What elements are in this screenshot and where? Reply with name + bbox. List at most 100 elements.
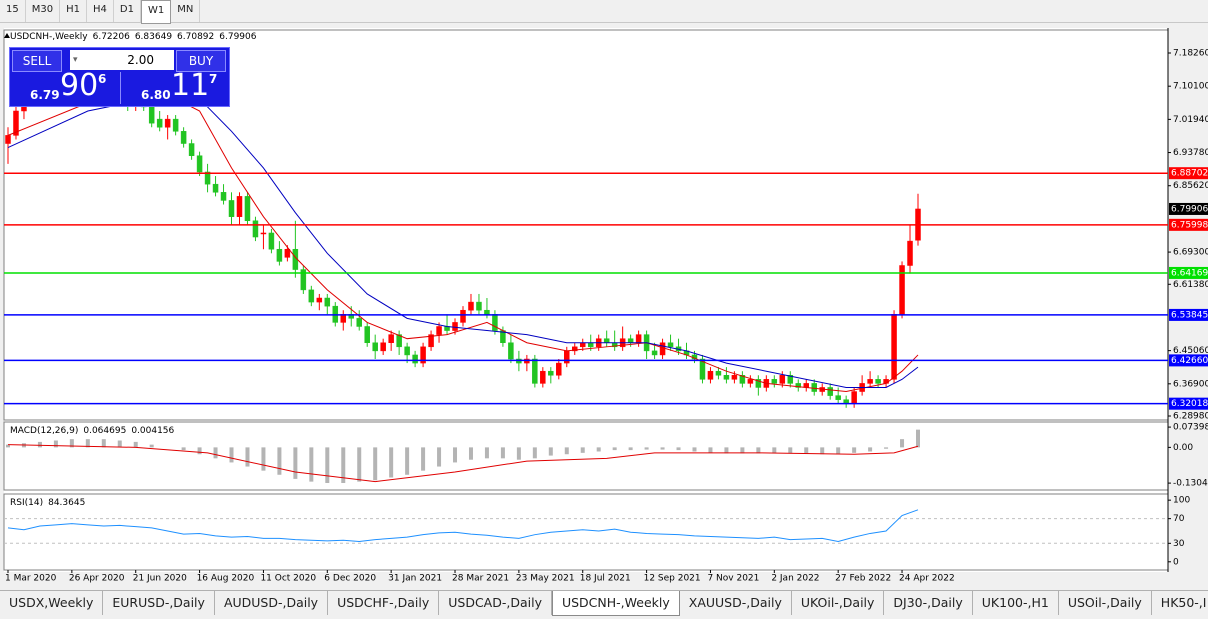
chart-tab[interactable]: USDCHF-,Daily	[328, 591, 440, 615]
panel	[6, 429, 920, 483]
chart-tab[interactable]: XAUUSD-,Daily	[680, 591, 792, 615]
timeframe-button[interactable]: H4	[87, 0, 114, 22]
chart-tab[interactable]: USDX,Weekly	[0, 591, 104, 615]
chart-tab[interactable]: DJ30-,Daily	[884, 591, 973, 615]
level-label-box	[1169, 397, 1208, 410]
y-tick-label: 7.01940	[1173, 115, 1208, 125]
candle-body	[204, 171, 211, 185]
indicator-value: 84.3645	[48, 498, 85, 508]
histogram-bar	[261, 447, 266, 471]
histogram-bar	[868, 447, 873, 452]
timeframe-button[interactable]: W1	[140, 0, 172, 24]
y-tick-label: 6.69300	[1173, 248, 1208, 258]
chart-title: USDCNH-,Weekly	[10, 32, 88, 42]
collapse-arrow	[4, 33, 10, 38]
candle-body	[324, 297, 331, 307]
histogram-bar	[516, 447, 521, 460]
x-tick-label: 12 Sep 2021	[644, 574, 701, 584]
candle-body	[492, 314, 498, 331]
buy-price[interactable]: 6.80 11 7	[120, 68, 229, 104]
chart-tab[interactable]: USDCAD-,Daily	[439, 591, 552, 615]
histogram-bar	[453, 447, 458, 463]
price-tail: 7	[209, 72, 218, 86]
histogram-bar	[373, 447, 378, 481]
level-label: 6.75998	[1171, 220, 1208, 230]
candle-body	[827, 387, 833, 396]
histogram-bar	[900, 439, 905, 448]
candle-body	[811, 383, 817, 392]
timeframe-button[interactable]: M30	[26, 0, 61, 22]
histogram-bar	[676, 447, 681, 451]
y-tick-label: 7.10100	[1173, 82, 1208, 92]
candle-body	[723, 375, 730, 380]
one-click-trade-panel: SELL 2.00 BUY 6.79 90 6 6.80 11 7	[9, 47, 230, 107]
candle-body	[699, 358, 706, 380]
chart: 7.18260 7.10100 7.01940 6.93780 6.85620 6.693…	[3, 28, 1208, 584]
candle-body	[875, 379, 881, 384]
histogram-bar	[500, 447, 505, 459]
histogram-bar	[37, 441, 42, 448]
timeframe-button[interactable]: MN	[171, 0, 201, 22]
candle-body	[731, 375, 738, 380]
level-label: 6.64169	[1171, 268, 1208, 278]
timeframe-button[interactable]: H1	[60, 0, 87, 22]
candle-body	[228, 200, 235, 217]
chart-tab[interactable]: UKOil-,Daily	[792, 591, 885, 615]
price-big: 90	[60, 68, 99, 103]
y-tick-label: 6.61380	[1173, 280, 1208, 290]
level-label-box	[1169, 167, 1208, 180]
sell-button[interactable]: SELL	[12, 50, 62, 72]
candle-body	[564, 350, 570, 364]
chart-tab[interactable]: USDCNH-,Weekly	[551, 591, 680, 616]
histogram-bar	[852, 447, 857, 453]
timeframe-button[interactable]: D1	[114, 0, 141, 22]
chart-tab[interactable]: USOil-,Daily	[1059, 591, 1152, 615]
histogram-bar	[437, 447, 442, 467]
candle-body	[667, 342, 674, 348]
y-tick-label: 0	[1173, 557, 1179, 567]
x-tick-label: 23 May 2021	[516, 574, 575, 584]
rsi-line	[7, 509, 919, 542]
candle-body	[316, 297, 323, 303]
candle-body	[380, 342, 386, 352]
candle-body	[468, 301, 474, 311]
chart-header: USDCNH-,Weekly 6.72206 6.83649 6.70892 6.799…	[10, 32, 257, 42]
ohlc-value: 6.72206	[93, 32, 130, 42]
level-label: 6.88702	[1171, 169, 1208, 179]
sell-price[interactable]: 6.79 90 6	[10, 68, 118, 104]
buy-button[interactable]: BUY	[176, 50, 226, 72]
histogram-bar	[421, 447, 426, 471]
lot-input[interactable]: 2.00	[70, 50, 174, 70]
histogram-bar	[564, 447, 569, 455]
y-tick-label: 0.073986	[1173, 423, 1208, 433]
y-tick-label: 6.36900	[1173, 379, 1208, 389]
y-tick-label: 30	[1173, 539, 1185, 549]
candle-body	[268, 232, 275, 250]
histogram-bar	[85, 439, 90, 448]
candle-body	[835, 395, 841, 400]
chart-tab[interactable]: EURUSD-,Daily	[103, 591, 215, 615]
histogram-bar	[644, 447, 649, 450]
chart-tab[interactable]: AUDUSD-,Daily	[215, 591, 329, 615]
level-label-box	[1169, 308, 1208, 321]
level-label-box	[1169, 354, 1208, 367]
x-tick-label: 2 Jan 2022	[771, 574, 819, 584]
y-tick-label: 100	[1173, 496, 1190, 506]
timeframe-button[interactable]: 15	[0, 0, 26, 22]
histogram-bar	[245, 447, 250, 467]
histogram-bar	[6, 444, 10, 448]
histogram-bar	[804, 447, 809, 454]
candle-body	[428, 334, 434, 348]
candle-body	[188, 143, 195, 156]
candle-body	[659, 342, 666, 356]
chart-tab[interactable]: UK100-,H1	[973, 591, 1059, 615]
level-label: 6.53845	[1171, 310, 1208, 320]
candle-body	[156, 118, 163, 128]
candle-body	[5, 135, 11, 144]
candle-body	[236, 196, 243, 217]
candle-body	[308, 289, 315, 303]
chart-background	[4, 28, 1168, 572]
chart-tab[interactable]: HK50-,I	[1152, 591, 1208, 615]
